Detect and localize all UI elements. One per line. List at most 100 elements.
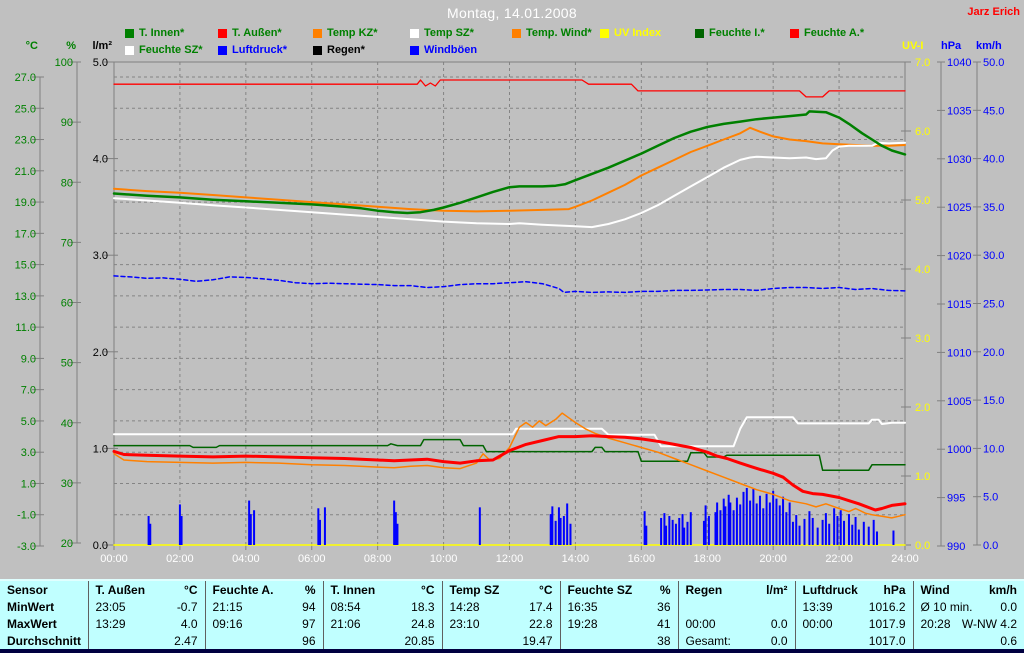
header-t-au-en: T. Außen °C — [87, 580, 205, 598]
svg-text:5.0: 5.0 — [21, 416, 36, 428]
cell-value: 96 — [302, 633, 316, 648]
cell-luftdruck-min: 13:39 1016.2 — [794, 598, 913, 615]
cell-value: 4.0 — [180, 616, 198, 631]
legend-swatch-uv-index — [600, 29, 609, 38]
cell-t-innen-max: 21:06 24.8 — [322, 615, 442, 632]
cell-value: 0.0 — [770, 616, 788, 631]
svg-text:2.0: 2.0 — [915, 402, 930, 414]
cell-time: 08:54 — [330, 599, 361, 614]
header-wind: Wind km/h — [912, 580, 1024, 598]
series-windb-en — [147, 488, 895, 545]
cell-value: 0.6 — [1000, 633, 1017, 648]
cell-time: 20:28 — [920, 616, 951, 631]
svg-text:7.0: 7.0 — [21, 385, 36, 397]
cell-time: 23:05 — [95, 599, 126, 614]
legend-swatch-feuchte-i — [695, 29, 704, 38]
cell-value: W-NW 4.2 — [961, 616, 1017, 631]
svg-text:30.0: 30.0 — [983, 250, 1004, 262]
legend-swatch-temp-wind — [512, 29, 521, 38]
svg-text:06:00: 06:00 — [298, 553, 326, 565]
svg-text:1015: 1015 — [947, 299, 971, 311]
legend-label: Feuchte SZ* — [139, 44, 203, 56]
cell-time: T. Außen — [95, 582, 146, 597]
table-row-minwert: MinWert 23:05 -0.7 21:15 94 08:54 18.3 14:28 17.… — [0, 598, 1024, 615]
legend-swatch-windb-en — [410, 46, 419, 55]
legend-swatch-luftdruck — [218, 46, 227, 55]
legend-label: Feuchte A.* — [804, 27, 865, 39]
cell-regen-avg: Gesamt: 0.0 — [677, 632, 795, 651]
cell-time: 09:16 — [212, 616, 243, 631]
svg-text:90: 90 — [61, 117, 73, 129]
row-label: Durchschnitt — [7, 633, 82, 648]
svg-text:1025: 1025 — [947, 202, 971, 214]
svg-text:0.0: 0.0 — [915, 540, 930, 552]
legend-label: T. Außen* — [232, 27, 282, 39]
cell-value: 0.0 — [770, 633, 788, 648]
axis-km-h: 50.0 45.0 40.0 35.0 30.0 25.0 20.0 15.0 10.0 5.0 0… — [973, 57, 1004, 552]
cell-time: Regen — [685, 582, 723, 597]
svg-text:-1.0: -1.0 — [17, 510, 36, 522]
svg-text:30: 30 — [61, 478, 73, 490]
series-temp-kz — [113, 126, 906, 213]
cell-t-au-en-max: 13:29 4.0 — [87, 615, 205, 632]
cell-feuchte-sz-max: 19:28 41 — [559, 615, 678, 632]
cell-value: 17.4 — [529, 599, 553, 614]
axis-uv-i: 7.0 6.0 5.0 4.0 3.0 2.0 1.0 0.0 — [901, 57, 930, 552]
svg-text:13.0: 13.0 — [15, 291, 36, 303]
cell-time: 00:00 — [685, 616, 716, 631]
unit-label-celsius: °C — [25, 40, 38, 52]
svg-text:22:00: 22:00 — [825, 553, 853, 565]
legend-swatch-feuchte-sz — [125, 46, 134, 55]
svg-text:6.0: 6.0 — [915, 126, 930, 138]
svg-text:15.0: 15.0 — [983, 395, 1004, 407]
cell-wind-max: 20:28 W-NW 4.2 — [912, 615, 1024, 632]
cell-time: Wind — [920, 582, 950, 597]
svg-text:990: 990 — [947, 541, 965, 553]
stats-table: Sensor T. Außen °C Feuchte A.% T. Innen °C Tem… — [0, 579, 1024, 653]
cell-time: Gesamt: — [685, 633, 731, 648]
cell-t-au-en-avg: 2.47 — [87, 632, 205, 651]
cell-temp-sz-max: 23:10 22.8 — [441, 615, 560, 632]
legend-swatch-temp-kz — [313, 29, 322, 38]
svg-text:1010: 1010 — [947, 347, 971, 359]
svg-text:2.0: 2.0 — [93, 347, 108, 359]
cell-feuchte-a-max: 09:16 97 — [204, 615, 323, 632]
cell-value: 94 — [302, 599, 316, 614]
legend-label: Windböen — [424, 44, 478, 56]
cell-feuchte-sz-min: 16:35 36 — [559, 598, 678, 615]
legend-label: Temp KZ* — [327, 27, 378, 39]
legend-label: Temp. Wind* — [526, 27, 592, 39]
svg-text:100: 100 — [55, 57, 73, 69]
svg-text:4.0: 4.0 — [93, 154, 108, 166]
header-luftdruck: Luftdruck hPa — [794, 580, 913, 598]
legend-label: T. Innen* — [139, 27, 185, 39]
header-t-innen: T. Innen °C — [322, 580, 442, 598]
svg-text:20: 20 — [61, 538, 73, 550]
svg-text:11.0: 11.0 — [15, 322, 36, 334]
svg-text:19.0: 19.0 — [15, 197, 36, 209]
svg-text:10.0: 10.0 — [983, 443, 1004, 455]
cell-luftdruck-avg: 1017.0 — [794, 632, 913, 651]
unit-label-wind: km/h — [976, 40, 1002, 52]
series-temp-sz — [113, 141, 906, 229]
cell-time: 16:35 — [567, 599, 598, 614]
header-temp-sz: Temp SZ °C — [441, 580, 560, 598]
cell-value: 1017.0 — [868, 633, 906, 648]
svg-text:00:00: 00:00 — [100, 553, 128, 565]
row-label: MaxWert — [7, 616, 57, 631]
series-feuchte-i — [113, 438, 906, 471]
svg-text:5.0: 5.0 — [983, 492, 998, 504]
legend-label: UV Index — [614, 27, 662, 39]
legend-swatch-regen — [313, 46, 322, 55]
header-sensor: Sensor — [7, 582, 48, 597]
cell-time: 00:00 — [802, 616, 833, 631]
svg-text:45.0: 45.0 — [983, 105, 1004, 117]
cell-t-innen-min: 08:54 18.3 — [322, 598, 442, 615]
cell-t-innen-avg: 20.85 — [322, 632, 442, 651]
svg-text:20:00: 20:00 — [759, 553, 787, 565]
cell-value: hPa — [883, 582, 906, 597]
axis-: 100 90 80 70 60 50 40 30 20 — [55, 57, 81, 550]
svg-text:80: 80 — [61, 177, 73, 189]
svg-text:-3.0: -3.0 — [17, 541, 36, 553]
